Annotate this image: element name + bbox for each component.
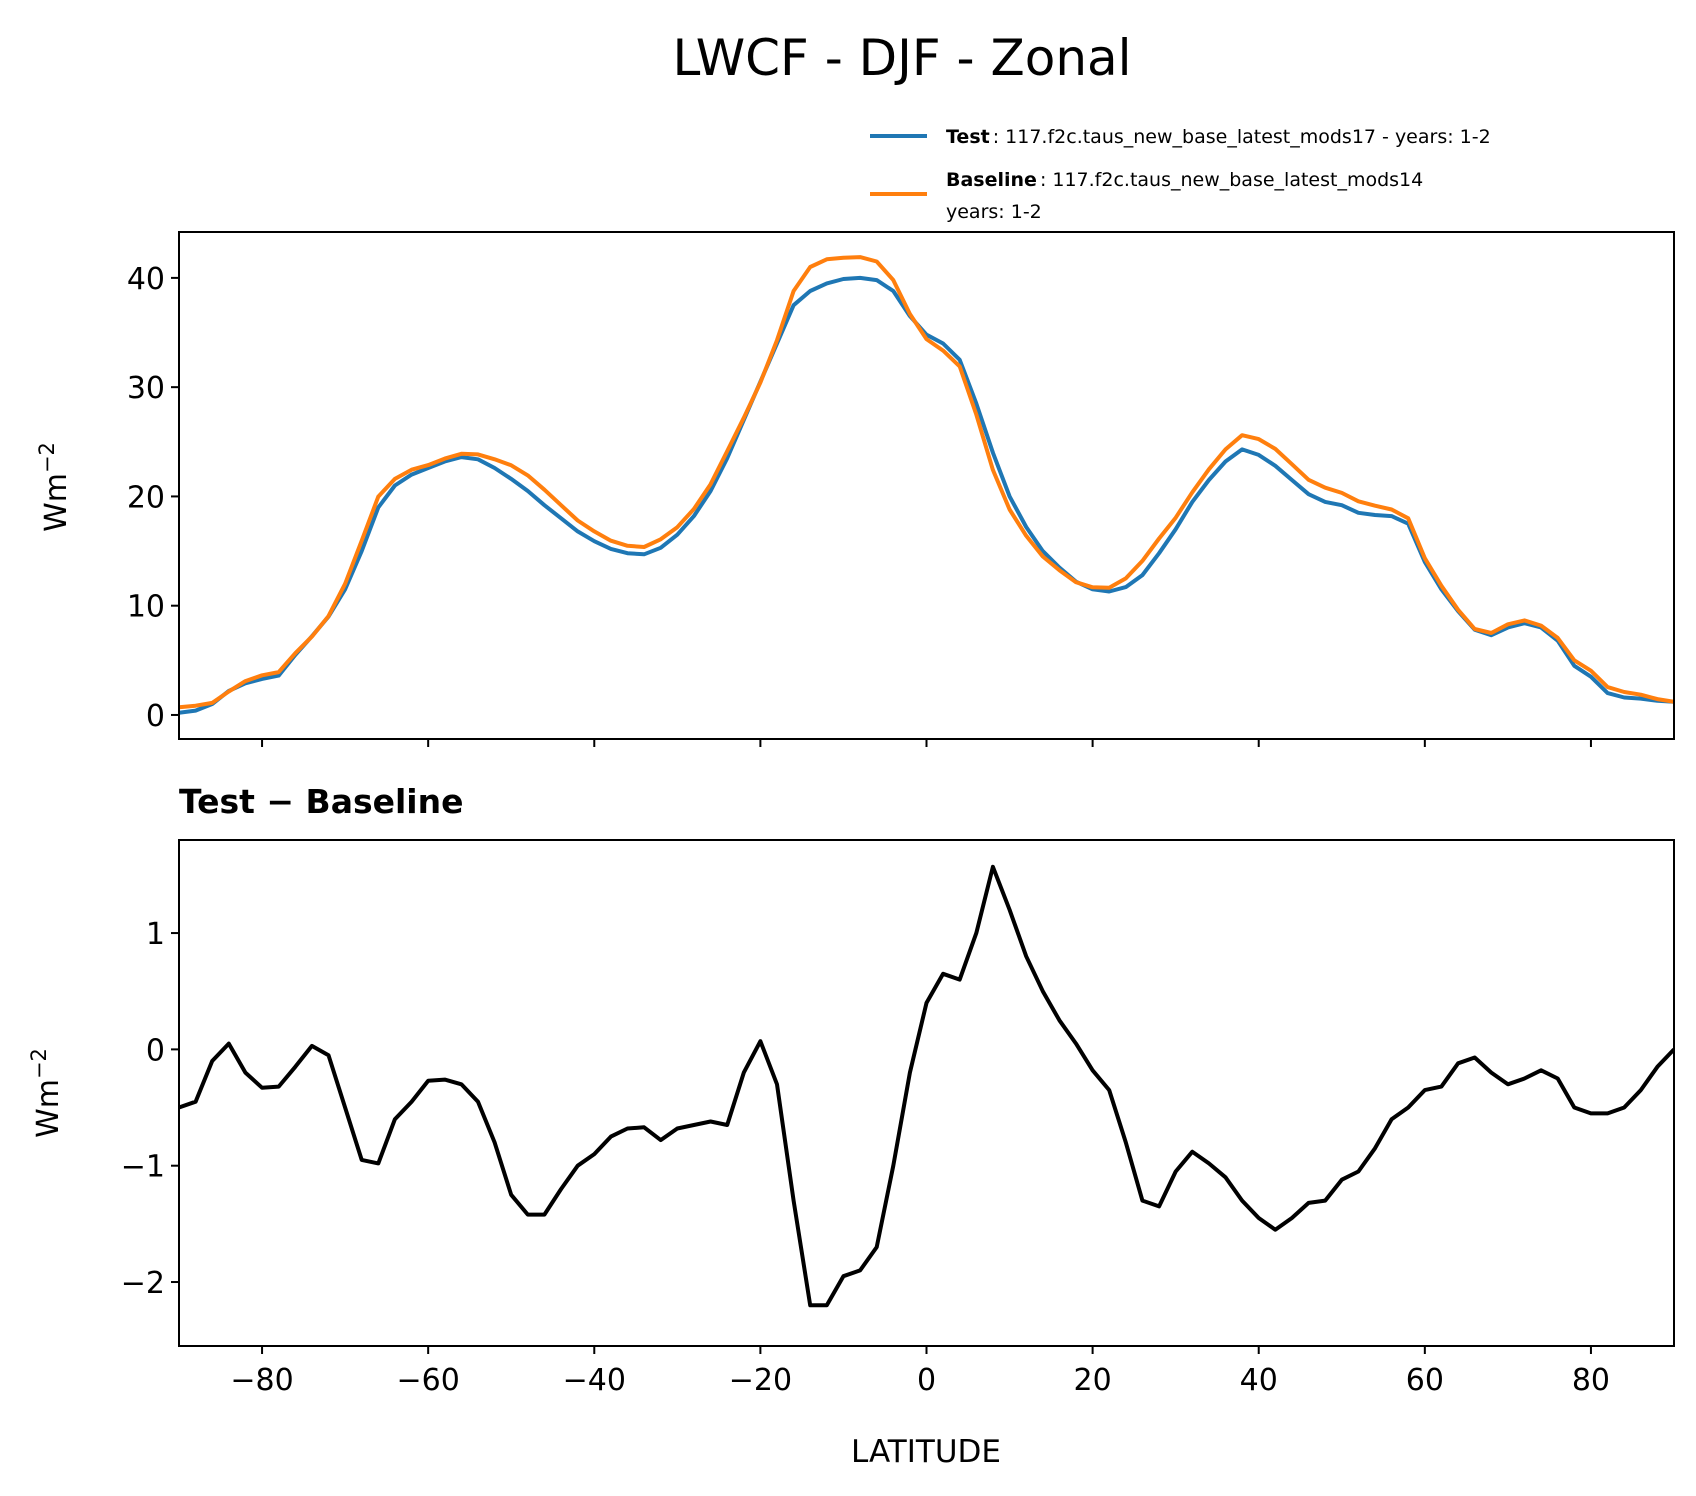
x-tick-label: −80 <box>230 1363 293 1398</box>
legend-baseline-label: Baseline: 117.f2c.taus_new_base_latest_m… <box>946 169 1423 191</box>
x-tick-label: 0 <box>917 1363 936 1398</box>
bottom-axes: −2 −1 0 1 −80 −60 −40 −20 0 20 40 60 80 <box>121 839 1675 1398</box>
y-tick-label: 30 <box>127 371 165 406</box>
top-ylabel-exponent: −2 <box>35 442 59 473</box>
legend-baseline-years: years: 1-2 <box>946 201 1042 223</box>
figure-title: LWCF - DJF - Zonal <box>672 29 1131 87</box>
x-tick-label: 60 <box>1406 1363 1444 1398</box>
y-tick-label: 40 <box>127 262 165 297</box>
y-tick-label: 0 <box>146 699 165 734</box>
bottom-subplot-title: Test − Baseline <box>179 782 464 821</box>
series-line-baseline <box>179 255 1674 710</box>
x-tick-label: −20 <box>729 1363 792 1398</box>
x-tick-label: 80 <box>1572 1363 1610 1398</box>
y-tick-label: 20 <box>127 480 165 515</box>
y-tick-label: 10 <box>127 590 165 625</box>
y-tick-label: −1 <box>121 1150 165 1185</box>
legend-test-text: : 117.f2c.taus_new_base_latest_mods17 - … <box>993 126 1491 148</box>
legend-baseline-name: Baseline <box>946 169 1037 191</box>
y-tick-label: 0 <box>146 1033 165 1068</box>
x-tick-label: −60 <box>397 1363 460 1398</box>
bottom-ylabel: Wm−2 <box>27 1048 66 1138</box>
legend: Test: 117.f2c.taus_new_base_latest_mods1… <box>870 126 1491 223</box>
x-axis-label: LATITUDE <box>851 1434 1001 1470</box>
x-tick-label: 20 <box>1074 1363 1112 1398</box>
top-ylabel: Wm−2 <box>35 442 74 532</box>
bottom-ylabel-exponent: −2 <box>27 1048 51 1079</box>
x-tick-label: 40 <box>1240 1363 1278 1398</box>
legend-test-name: Test <box>946 126 990 148</box>
legend-baseline-text: : 117.f2c.taus_new_base_latest_mods14 <box>1040 169 1423 191</box>
top-axes: 0 10 20 30 40 <box>127 231 1675 747</box>
legend-test-label: Test: 117.f2c.taus_new_base_latest_mods1… <box>946 126 1491 148</box>
y-tick-label: 1 <box>146 917 165 952</box>
y-tick-label: −2 <box>121 1266 165 1301</box>
bottom-ylabel-unit: Wm <box>31 1079 66 1138</box>
series-line-test-baseline <box>179 864 1674 1308</box>
top-ylabel-unit: Wm <box>39 473 74 532</box>
x-tick-label: −40 <box>563 1363 626 1398</box>
